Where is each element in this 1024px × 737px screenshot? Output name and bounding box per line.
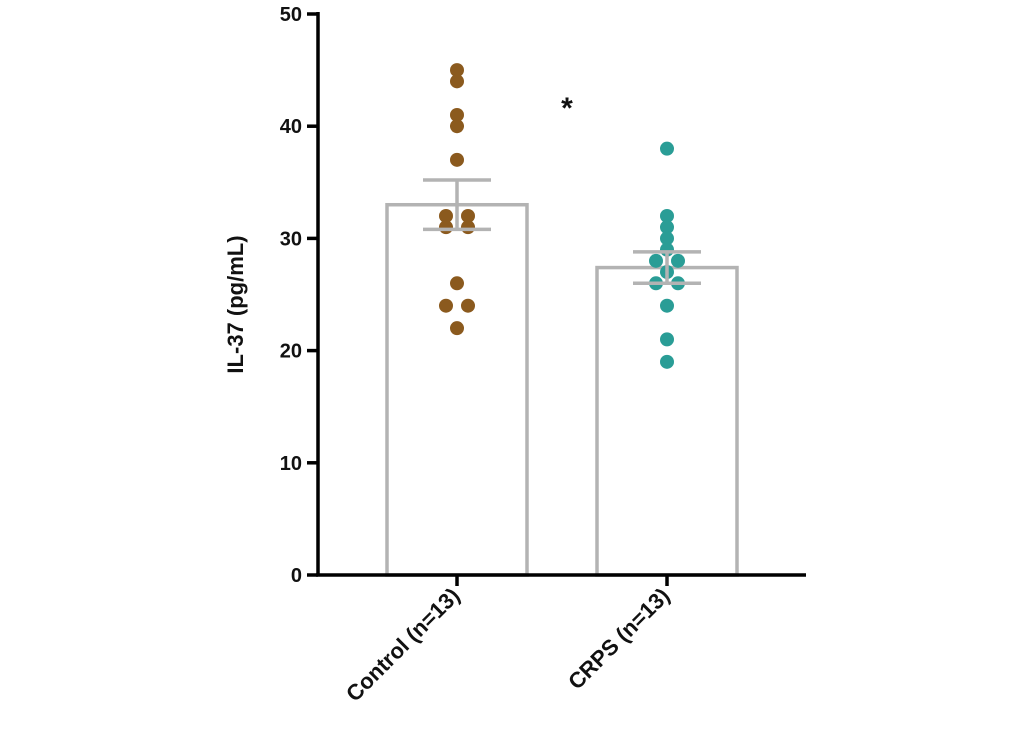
y-tick-label-30: 30 bbox=[280, 228, 302, 250]
data-point-0-8 bbox=[461, 220, 475, 235]
significance-marker: * bbox=[561, 92, 573, 125]
data-point-1-5 bbox=[649, 253, 663, 268]
bar-1 bbox=[595, 265, 739, 577]
y-tick-label-10: 10 bbox=[280, 453, 302, 475]
data-point-1-1 bbox=[660, 208, 674, 223]
y-tick-label-40: 40 bbox=[280, 116, 302, 138]
data-point-0-0 bbox=[450, 63, 464, 78]
points-layer bbox=[439, 63, 685, 369]
data-point-1-0 bbox=[660, 141, 674, 156]
data-point-0-7 bbox=[439, 220, 453, 235]
data-point-1-10 bbox=[660, 298, 674, 313]
data-point-0-1 bbox=[450, 74, 464, 89]
y-ticks-layer: 0 10 20 30 40 50 bbox=[280, 4, 318, 587]
data-point-0-12 bbox=[450, 321, 464, 336]
data-point-1-6 bbox=[671, 253, 685, 268]
axes-layer bbox=[316, 12, 806, 577]
data-point-0-3 bbox=[450, 119, 464, 134]
data-point-0-6 bbox=[461, 208, 475, 223]
y-axis-label: IL-37 (pg/mL) bbox=[223, 235, 248, 373]
x-tick-label-0: Control (n=13) bbox=[341, 583, 465, 707]
y-tick-label-0: 0 bbox=[291, 565, 302, 587]
data-point-1-3 bbox=[660, 231, 674, 246]
y-tick-label-20: 20 bbox=[280, 341, 302, 363]
data-point-0-9 bbox=[450, 276, 464, 291]
data-point-0-11 bbox=[461, 298, 475, 313]
data-point-0-4 bbox=[450, 152, 464, 167]
data-point-0-5 bbox=[439, 208, 453, 223]
y-tick-label-50: 50 bbox=[280, 4, 302, 26]
x-tick-label-1: CRPS (n=13) bbox=[563, 583, 674, 694]
x-ticks-layer: Control (n=13) CRPS (n=13) bbox=[341, 575, 675, 706]
data-point-0-10 bbox=[439, 298, 453, 313]
data-point-1-12 bbox=[660, 354, 674, 369]
data-point-1-11 bbox=[660, 332, 674, 347]
data-point-0-2 bbox=[450, 107, 464, 122]
bar-0 bbox=[385, 202, 529, 577]
bars-layer bbox=[385, 202, 739, 577]
error-bars-layer bbox=[423, 178, 701, 286]
data-point-1-2 bbox=[660, 220, 674, 235]
